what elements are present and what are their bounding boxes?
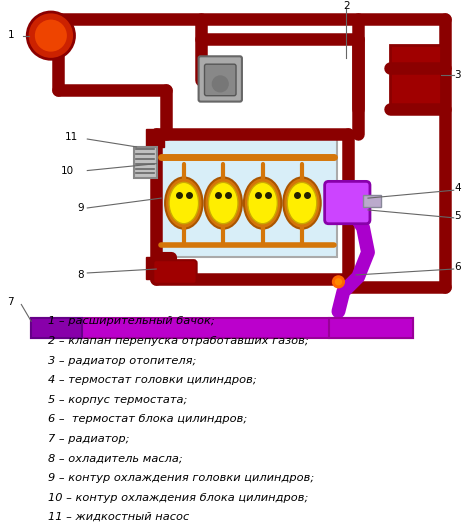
- Ellipse shape: [169, 183, 199, 224]
- Text: 9: 9: [77, 203, 84, 213]
- Text: 9 – контур охлаждения головки цилиндров;: 9 – контур охлаждения головки цилиндров;: [48, 473, 314, 483]
- Text: 6 –  термостат блока цилиндров;: 6 – термостат блока цилиндров;: [48, 414, 247, 424]
- Ellipse shape: [287, 183, 317, 224]
- FancyBboxPatch shape: [199, 56, 242, 101]
- Text: 5: 5: [455, 211, 461, 221]
- Bar: [31, 319, 413, 338]
- Text: 2: 2: [343, 1, 350, 11]
- Bar: [146, 129, 164, 147]
- Ellipse shape: [204, 177, 242, 229]
- Bar: [157, 139, 337, 257]
- FancyBboxPatch shape: [204, 64, 236, 96]
- Text: 10 – контур охлаждения блока цилиндров;: 10 – контур охлаждения блока цилиндров;: [48, 493, 308, 503]
- Text: 5 – корпус термостата;: 5 – корпус термостата;: [48, 395, 187, 405]
- Text: 2 – клапан перепуска отработавших газов;: 2 – клапан перепуска отработавших газов;: [48, 336, 309, 346]
- Circle shape: [212, 76, 228, 92]
- Text: 4 – термостат головки цилиндров;: 4 – термостат головки цилиндров;: [48, 375, 257, 385]
- Text: 11 – жидкостный насос: 11 – жидкостный насос: [48, 512, 189, 522]
- Ellipse shape: [244, 177, 281, 229]
- Ellipse shape: [248, 183, 277, 224]
- Bar: [363, 195, 381, 207]
- Text: 6: 6: [455, 262, 461, 272]
- Text: 4: 4: [455, 183, 461, 194]
- Text: 1 – расширительный бачок;: 1 – расширительный бачок;: [48, 316, 215, 326]
- Bar: [390, 46, 441, 112]
- Text: 1: 1: [8, 30, 14, 40]
- Text: 3: 3: [455, 70, 461, 80]
- Text: 3 – радиатор отопителя;: 3 – радиатор отопителя;: [48, 356, 196, 366]
- Circle shape: [27, 12, 74, 59]
- Text: 7 – радиатор;: 7 – радиатор;: [48, 434, 129, 444]
- Bar: [328, 319, 413, 338]
- Circle shape: [34, 19, 68, 52]
- Text: 7: 7: [8, 297, 14, 306]
- Circle shape: [333, 276, 344, 288]
- Text: 8: 8: [77, 270, 84, 280]
- Bar: [134, 147, 157, 178]
- Text: 11: 11: [64, 132, 78, 142]
- Ellipse shape: [283, 177, 321, 229]
- Ellipse shape: [165, 177, 202, 229]
- FancyBboxPatch shape: [153, 260, 197, 284]
- Text: 8 – охладитель масла;: 8 – охладитель масла;: [48, 453, 182, 463]
- Bar: [146, 257, 164, 279]
- Ellipse shape: [209, 183, 238, 224]
- FancyBboxPatch shape: [325, 181, 370, 224]
- Circle shape: [336, 279, 341, 285]
- Bar: [31, 319, 82, 338]
- Text: 10: 10: [61, 166, 74, 176]
- Bar: [51, 29, 63, 41]
